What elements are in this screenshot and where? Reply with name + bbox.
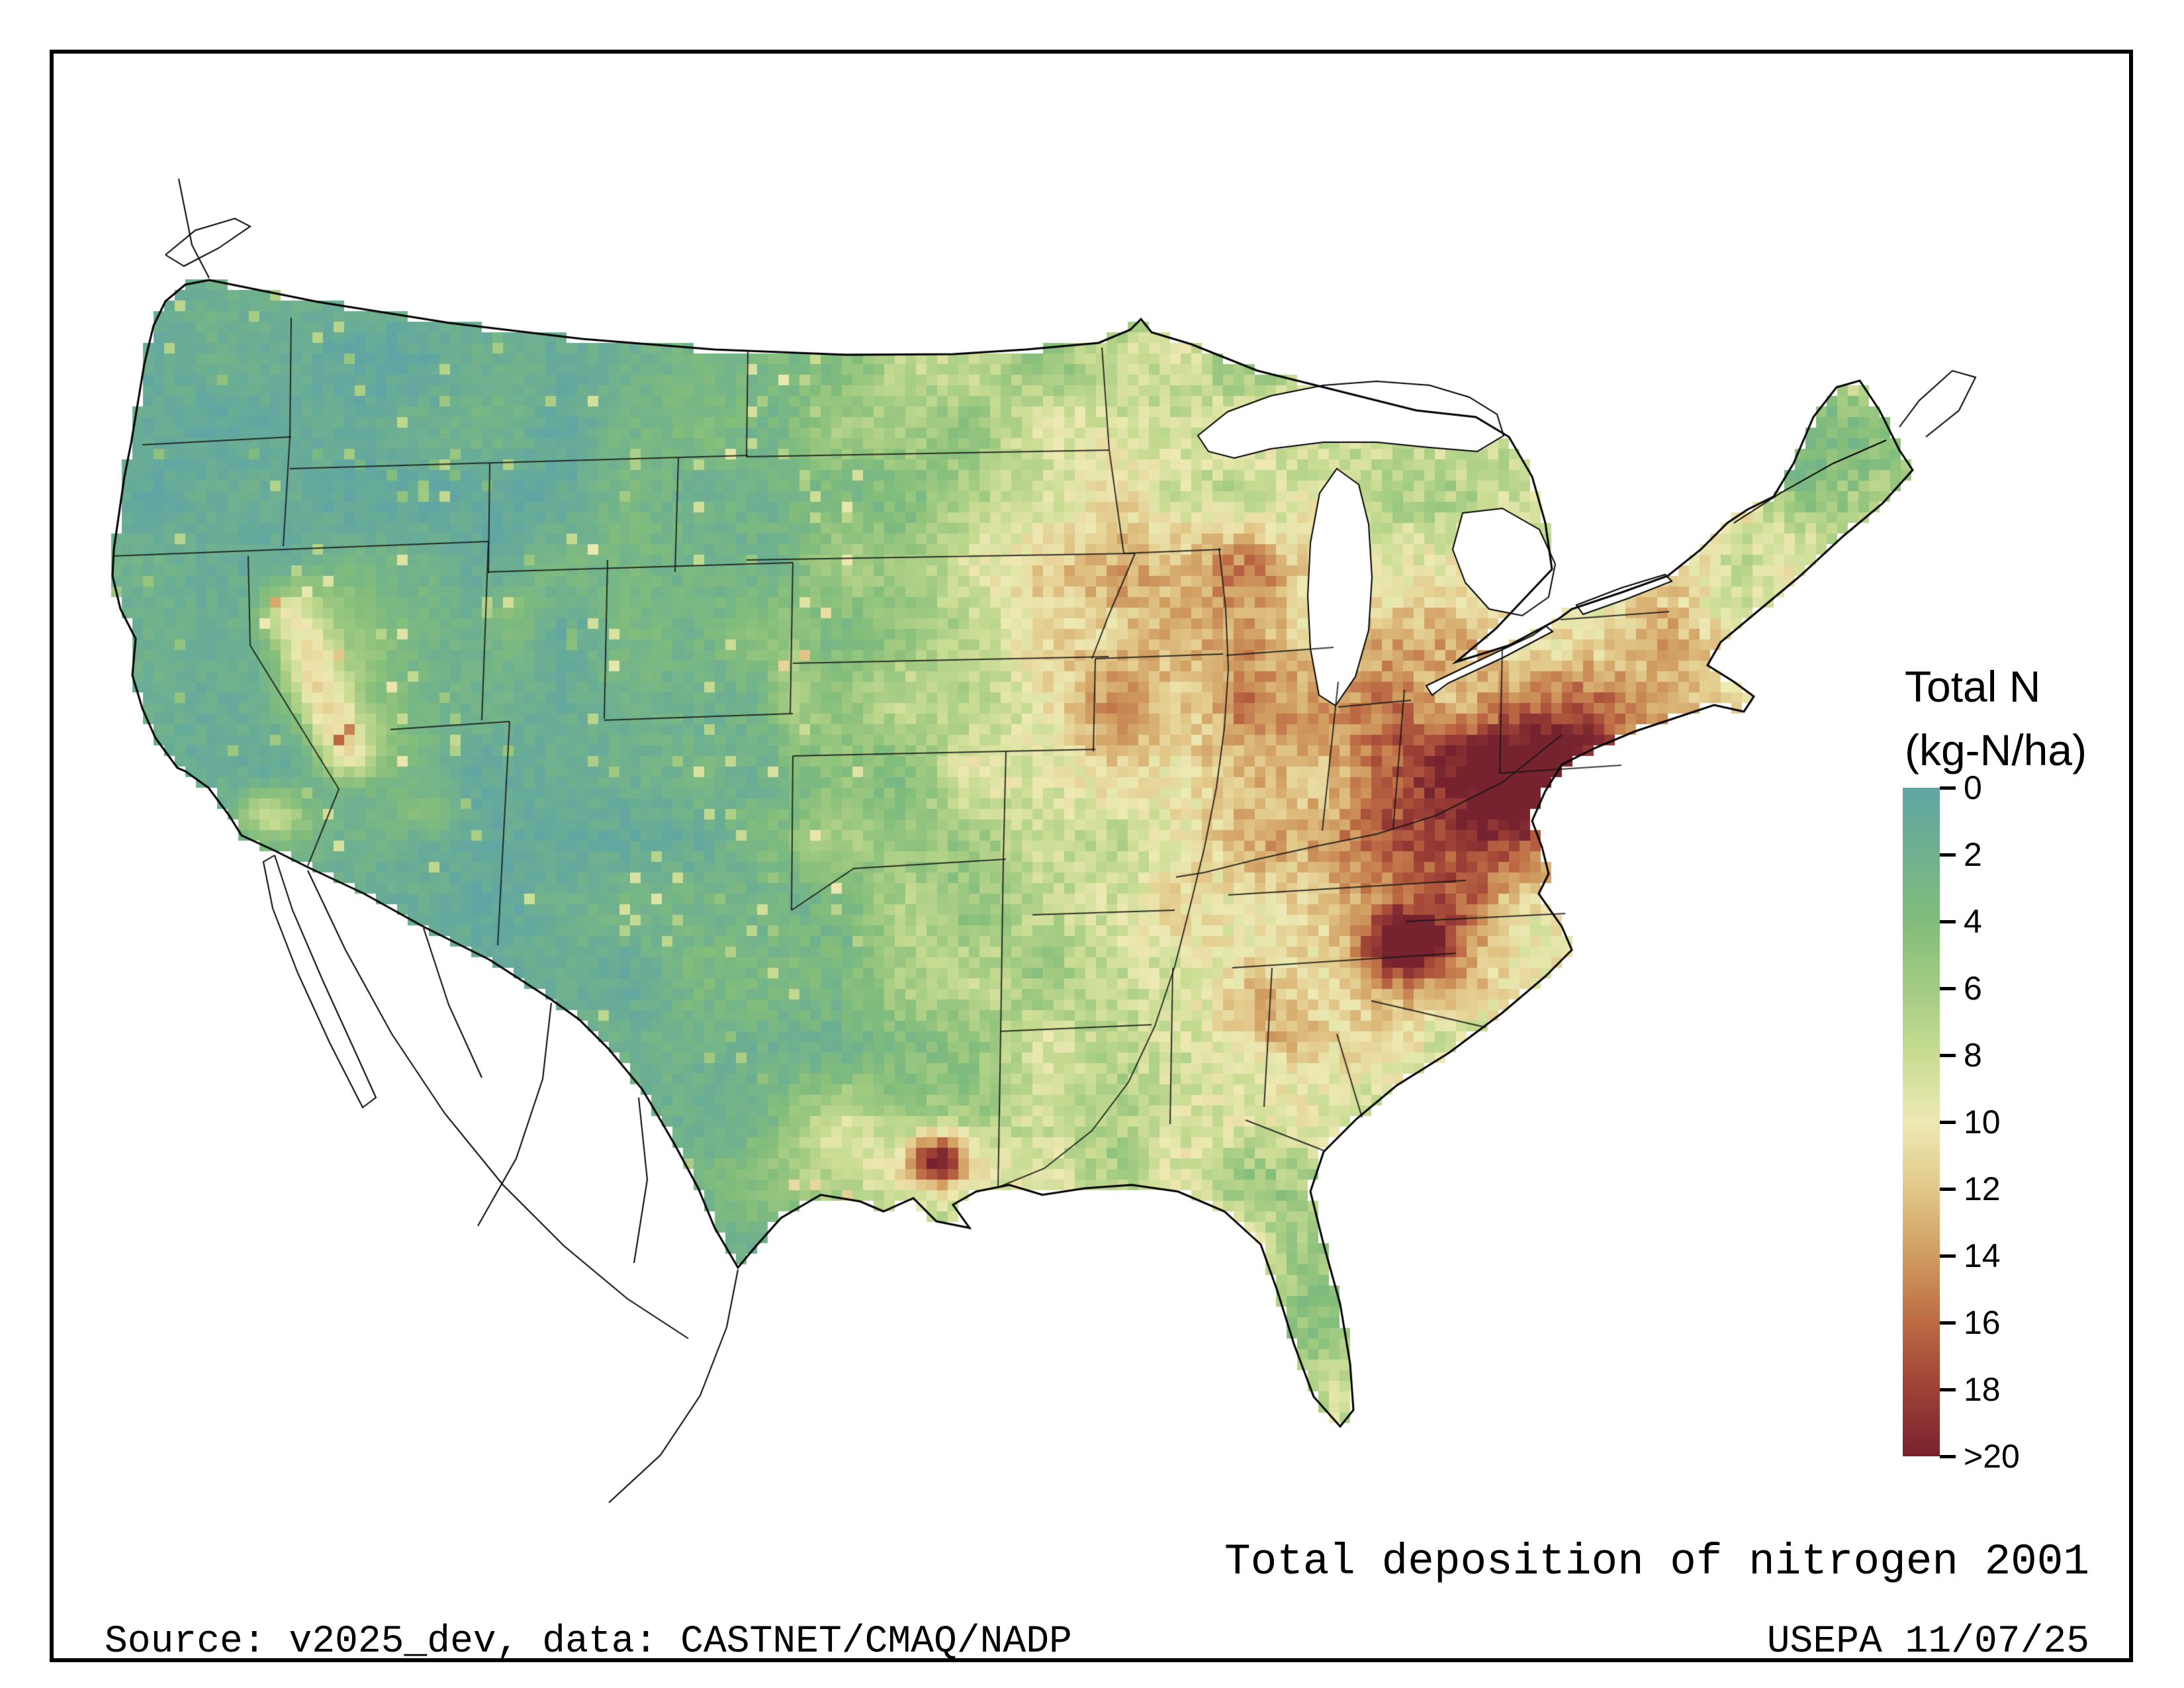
legend-tick-label: 10 [1964, 1103, 2001, 1141]
legend-tick-label: 0 [1964, 769, 1982, 806]
credit-text: USEPA 11/07/25 [1766, 1620, 2089, 1664]
legend-tick-label: 6 [1964, 970, 1982, 1007]
legend-tick-label: 8 [1964, 1037, 1982, 1074]
legend-title-line2: (kg-N/ha) [1905, 725, 2087, 774]
legend-tick-mark [1940, 1321, 1956, 1325]
legend-title-line1: Total N [1905, 662, 2041, 711]
legend-tick-mark [1940, 786, 1956, 790]
legend-tick-label: 2 [1964, 836, 1982, 873]
source-text: Source: v2025_dev, data: CASTNET/CMAQ/NA… [105, 1620, 1072, 1664]
legend-tick-label: 4 [1964, 903, 1982, 940]
plot-frame [50, 50, 2133, 1662]
legend-colorbar [1903, 788, 1940, 1456]
legend-tick-label: 16 [1964, 1304, 2001, 1341]
legend-tick-mark [1940, 853, 1956, 857]
legend-tick-label: 18 [1964, 1371, 2001, 1408]
legend-tick-label: 14 [1964, 1237, 2001, 1274]
legend-tick-mark [1940, 986, 1956, 990]
legend-tick-mark [1940, 1454, 1956, 1458]
legend-tick-mark [1940, 1254, 1956, 1258]
us-deposition-map [79, 152, 1985, 1542]
legend-tick-mark [1940, 1387, 1956, 1391]
legend-ticks: 0 2 4 6 8 10 12 14 16 18 >20 [1940, 769, 2099, 1475]
legend-tick-mark [1940, 1187, 1956, 1191]
legend-title: Total N (kg-N/ha) [1905, 655, 2087, 782]
legend-tick-mark [1940, 1120, 1956, 1124]
legend-tick-label: 12 [1964, 1170, 2001, 1207]
legend-tick-mark [1940, 1053, 1956, 1057]
legend-tick-label: >20 [1964, 1438, 2020, 1475]
legend-tick-mark [1940, 919, 1956, 923]
map-title: Total deposition of nitrogen 2001 [1224, 1537, 2089, 1587]
